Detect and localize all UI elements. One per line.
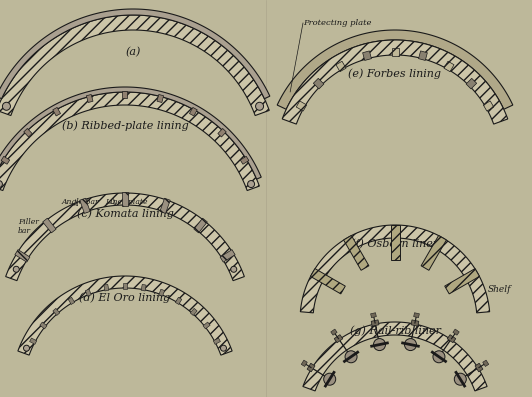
Circle shape (454, 373, 467, 385)
Polygon shape (157, 94, 164, 102)
Polygon shape (0, 9, 270, 99)
Polygon shape (176, 297, 182, 304)
Polygon shape (303, 322, 487, 391)
Circle shape (373, 339, 386, 351)
Polygon shape (18, 276, 232, 355)
Polygon shape (414, 313, 419, 318)
Polygon shape (213, 338, 220, 344)
Circle shape (404, 339, 417, 351)
Polygon shape (411, 320, 419, 326)
Circle shape (220, 345, 227, 351)
Polygon shape (53, 108, 61, 116)
Text: Angle bar: Angle bar (62, 198, 99, 206)
Polygon shape (363, 51, 371, 60)
Text: Shelf: Shelf (487, 285, 511, 294)
Polygon shape (122, 91, 128, 98)
Polygon shape (296, 101, 306, 111)
Polygon shape (30, 338, 37, 344)
Circle shape (433, 351, 445, 363)
Polygon shape (24, 129, 32, 137)
Polygon shape (419, 51, 427, 60)
Polygon shape (344, 235, 369, 270)
Polygon shape (336, 61, 346, 72)
Polygon shape (160, 198, 170, 214)
Polygon shape (122, 192, 128, 206)
Polygon shape (123, 283, 127, 289)
Polygon shape (466, 78, 477, 89)
Polygon shape (15, 250, 30, 262)
Polygon shape (282, 40, 508, 124)
Polygon shape (104, 284, 109, 291)
Polygon shape (444, 61, 454, 72)
Polygon shape (392, 48, 398, 56)
Polygon shape (371, 320, 379, 326)
Polygon shape (277, 30, 513, 109)
Text: (b) Ribbed-plate lining: (b) Ribbed-plate lining (62, 120, 188, 131)
Polygon shape (86, 94, 93, 102)
Polygon shape (6, 193, 244, 281)
Polygon shape (453, 329, 459, 335)
Polygon shape (447, 335, 456, 343)
Polygon shape (483, 360, 489, 366)
Polygon shape (0, 92, 260, 191)
Text: Protecting plate: Protecting plate (303, 19, 371, 27)
Polygon shape (1, 156, 10, 164)
Circle shape (247, 181, 255, 187)
Text: (d) El Oro lining: (d) El Oro lining (79, 292, 171, 303)
Polygon shape (313, 78, 324, 89)
Polygon shape (390, 225, 400, 260)
Text: Filler
bar: Filler bar (18, 218, 39, 235)
Polygon shape (371, 313, 376, 318)
Circle shape (345, 351, 357, 363)
Polygon shape (307, 363, 315, 372)
Polygon shape (159, 289, 164, 296)
Polygon shape (141, 284, 146, 291)
Polygon shape (334, 335, 343, 343)
Circle shape (23, 345, 29, 351)
Circle shape (0, 181, 3, 187)
Text: (e) Forbes lining: (e) Forbes lining (348, 68, 442, 79)
Circle shape (323, 373, 336, 385)
Text: (c) Komata lining: (c) Komata lining (77, 208, 173, 219)
Polygon shape (331, 329, 337, 335)
Text: (f) Osborn liner: (f) Osborn liner (351, 238, 438, 249)
Polygon shape (311, 269, 345, 294)
Polygon shape (240, 156, 249, 164)
Polygon shape (421, 235, 446, 270)
Text: Liner plate: Liner plate (105, 198, 147, 206)
Circle shape (255, 102, 263, 110)
Polygon shape (475, 363, 483, 372)
Polygon shape (483, 101, 494, 111)
Polygon shape (190, 308, 197, 316)
Polygon shape (220, 250, 235, 262)
Circle shape (3, 102, 11, 110)
Circle shape (231, 266, 237, 272)
Text: (a): (a) (126, 47, 140, 57)
Polygon shape (68, 297, 74, 304)
Text: (g) Rail-rib liner: (g) Rail-rib liner (350, 325, 440, 335)
Polygon shape (0, 15, 269, 116)
Polygon shape (301, 360, 307, 366)
Polygon shape (40, 322, 47, 329)
Circle shape (13, 266, 19, 272)
Polygon shape (218, 129, 226, 137)
Polygon shape (80, 198, 90, 214)
Polygon shape (301, 225, 489, 313)
Polygon shape (189, 108, 197, 116)
Polygon shape (0, 87, 261, 179)
Polygon shape (445, 269, 479, 294)
Polygon shape (53, 308, 60, 316)
Polygon shape (194, 218, 207, 233)
Polygon shape (43, 218, 56, 233)
Polygon shape (85, 289, 91, 296)
Polygon shape (203, 322, 210, 329)
